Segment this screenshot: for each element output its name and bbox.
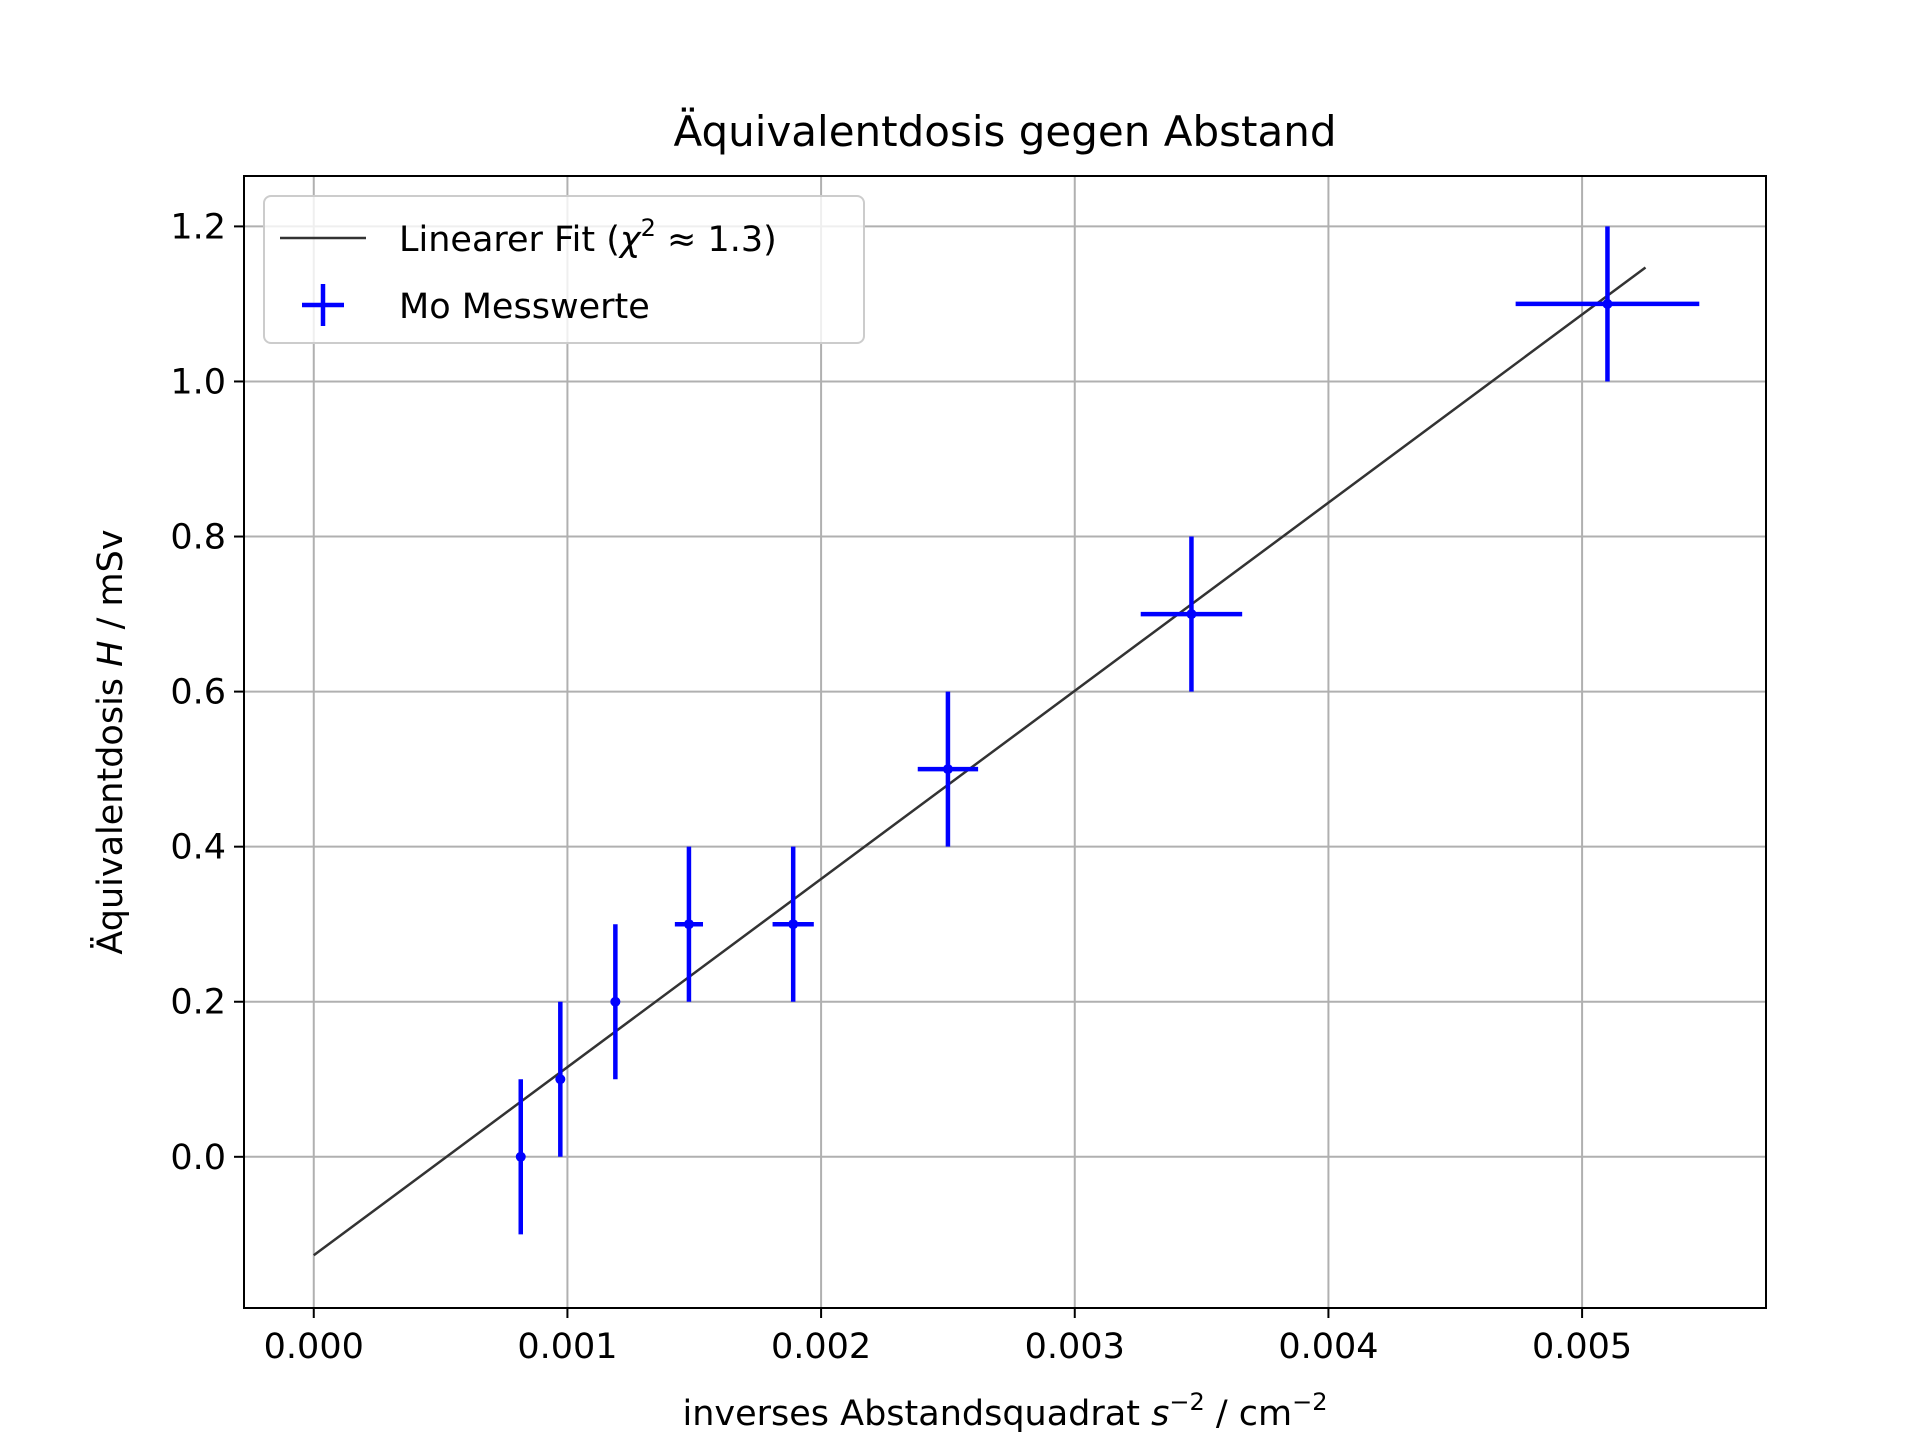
data-point (1515, 226, 1700, 382)
x-tick-label: 0.000 (264, 1327, 364, 1367)
y-axis-label-var: H (91, 641, 131, 667)
x-tick-label: 0.002 (771, 1327, 871, 1367)
y-tick-label: 1.0 (170, 362, 226, 402)
legend-fit-paren-open: ( (595, 220, 620, 260)
data-point-marker (610, 996, 621, 1007)
data-point (1140, 536, 1243, 692)
fit-line (313, 266, 1647, 1257)
ticks: 0.000 0.001 0.002 0.003 0.004 0.005 0.0 0.2 0.4 0… (170, 207, 1632, 1367)
y-tick-label: 0.6 (170, 673, 226, 713)
legend-box (263, 195, 865, 344)
y-tick-label: 0.2 (170, 983, 226, 1023)
legend-fit-chi-value: ≈ 1.3 (656, 220, 763, 260)
x-axis-label-exp: −2 (1169, 1388, 1204, 1416)
x-tick-label: 0.004 (1278, 1327, 1378, 1367)
y-tick-label: 0.8 (170, 518, 226, 558)
axes-frame (243, 175, 1767, 1309)
data-point-marker (555, 1074, 566, 1085)
grid (244, 176, 1766, 1308)
x-tick-label: 0.001 (517, 1327, 617, 1367)
y-axis-label: Äquivalentdosis H / mSv (89, 529, 131, 954)
data-point (555, 1001, 566, 1157)
data-point-marker (515, 1151, 526, 1162)
data-point (610, 924, 621, 1080)
data-point-marker (1602, 298, 1613, 309)
data-point (772, 846, 814, 1002)
data-point-marker (942, 764, 953, 775)
data-point-marker (1186, 609, 1197, 620)
data-points-layer (515, 226, 1700, 1235)
x-axis-label-text: inverses Abstandsquadrat (682, 1394, 1151, 1434)
data-point (515, 1079, 526, 1235)
x-tick-label: 0.003 (1025, 1327, 1125, 1367)
data-point-marker (683, 919, 694, 930)
legend-fit-chi: χ (618, 220, 642, 260)
x-axis-label-unit: / cm (1205, 1394, 1292, 1434)
x-tick-label: 0.005 (1532, 1327, 1632, 1367)
legend-fit-name: Linearer Fit (399, 220, 595, 260)
chart-title: Äquivalentdosis gegen Abstand (674, 106, 1337, 156)
legend-fit-paren-close: ) (763, 220, 777, 260)
x-axis-label: inverses Abstandsquadrat s−2 / cm−2 (682, 1388, 1327, 1434)
fit-line-layer (313, 266, 1647, 1257)
legend-points-label: Mo Messwerte (399, 287, 650, 327)
data-point (674, 846, 704, 1002)
legend: Linearer Fit (χ2 ≈ 1.3) Mo Messwerte (263, 195, 865, 344)
data-point-marker (788, 919, 799, 930)
y-tick-label: 1.2 (170, 207, 226, 247)
legend-fit-chi-exp: 2 (641, 214, 656, 242)
y-axis-label-text: Äquivalentdosis (89, 667, 131, 955)
y-tick-label: 0.4 (170, 828, 226, 868)
legend-fit-label: Linearer Fit (χ2 ≈ 1.3) (399, 214, 777, 260)
y-tick-label: 0.0 (170, 1138, 226, 1178)
x-axis-label-var: s (1151, 1394, 1169, 1434)
data-point (917, 691, 979, 847)
x-axis-label-unit-exp: −2 (1292, 1388, 1327, 1416)
y-axis-label-unit: / mSv (91, 529, 131, 640)
